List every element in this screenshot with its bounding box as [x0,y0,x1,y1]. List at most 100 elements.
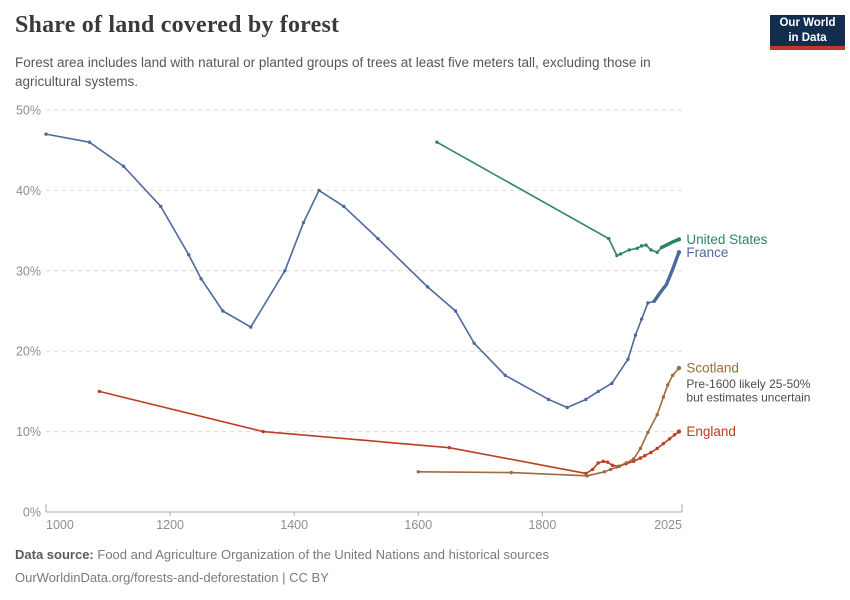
data-point-england [661,441,666,446]
data-point-france [565,405,569,410]
series-label-scotland[interactable]: Scotland [686,361,739,376]
series-line-recent-united-states[interactable] [659,237,681,250]
data-point-france [301,220,306,225]
x-tick-label-1400: 1400 [280,518,308,532]
series-annotation-scotland-line1: Pre-1600 likely 25-50% [686,377,810,391]
series-label-france[interactable]: France [686,245,728,260]
data-point-france [633,333,638,337]
data-point-scotland [585,474,589,478]
series-label-england[interactable]: England [686,424,736,439]
data-point-france [44,132,48,136]
x-tick-label-1600: 1600 [404,518,432,532]
data-point-united-states [644,243,648,247]
data-point-france [453,309,458,313]
data-point-france [425,285,430,289]
data-point-united-states [635,246,640,250]
y-tick-label-50: 50% [16,104,41,118]
data-point-france [342,204,346,209]
x-tick-label-2025: 2025 [654,518,682,532]
chart-subtitle: Forest area includes land with natural o… [15,55,651,89]
data-point-england [97,389,102,394]
x-tick-label-1200: 1200 [156,518,184,532]
data-point-france [626,357,630,361]
y-tick-label-40: 40% [16,184,41,198]
data-point-france [249,325,253,329]
data-point-scotland [608,467,613,472]
data-point-england [447,445,452,450]
data-point-england [261,429,265,434]
data-point-united-states [618,252,623,256]
data-point-france [199,277,203,281]
series-annotation-scotland-line2: but estimates uncertain [686,391,810,405]
data-point-france [283,269,287,273]
owid-logo-line1: Our World [779,17,836,30]
data-point-france [584,397,588,402]
data-point-scotland [670,373,675,378]
data-point-england [610,463,615,468]
data-source-text: Food and Agriculture Organization of the… [97,547,550,562]
data-point-scotland [638,446,643,451]
data-point-france [87,140,92,144]
page-title: Share of land covered by forest [15,12,340,38]
footer-url[interactable]: OurWorldinData.org/forests-and-deforesta… [15,569,329,585]
data-point-england [631,459,636,464]
data-point-england [643,454,647,458]
data-point-united-states [435,140,439,144]
forest-share-line-chart: 0% 10% 20% 30% 40% 50% 1000 1200 1400 1600 1800 202… [16,104,811,533]
data-point-united-states [615,253,619,258]
x-tick-label-1000: 1000 [46,518,74,532]
series-endpoint-united-states [676,237,682,242]
owid-logo[interactable]: Our World in Data [770,15,845,50]
data-point-france [121,164,126,168]
series-line-england[interactable] [99,390,680,475]
data-point-france [503,373,507,378]
series-endpoint-france [676,250,682,255]
series-label-united-states[interactable]: United States [686,232,767,247]
data-point-france [317,188,321,193]
data-point-france [610,381,614,386]
data-point-france [376,236,380,241]
data-point-england [605,460,610,464]
data-point-scotland [509,470,514,475]
data-point-france [546,397,551,402]
data-source-label: Data source: [15,547,94,562]
data-point-england [672,433,677,437]
data-point-france [646,301,650,305]
data-point-united-states [639,244,644,248]
data-point-england [596,461,600,465]
data-point-scotland [624,461,628,465]
series-line-united-states[interactable] [436,141,663,257]
data-point-france [221,309,225,313]
data-point-scotland [416,470,420,474]
data-point-united-states [649,248,653,252]
data-point-france [472,341,476,345]
data-point-scotland [661,395,666,399]
data-point-england [667,437,672,441]
data-point-france [159,204,163,209]
series-endpoint-england [676,429,682,434]
data-point-scotland [666,383,670,387]
data-point-scotland [655,413,659,417]
y-tick-label-20: 20% [16,345,41,359]
data-point-france [187,253,191,257]
series-line-recent-france[interactable] [652,250,681,304]
data-source-line: Data source: Food and Agriculture Organi… [15,544,549,567]
data-point-england [655,446,659,451]
data-point-england [590,467,595,472]
y-tick-label-0: 0% [23,506,41,520]
series-endpoint-scotland [676,365,682,371]
data-point-scotland [615,465,619,469]
data-point-england [601,459,605,464]
y-tick-label-30: 30% [16,264,41,278]
data-point-france [639,317,644,321]
chart-footer: Data source: Food and Agriculture Organi… [15,544,549,590]
data-point-united-states [655,250,659,255]
x-tick-label-1800: 1800 [528,518,556,532]
data-point-england [649,450,653,455]
data-point-scotland [602,470,607,474]
data-point-scotland [631,457,636,461]
y-tick-label-10: 10% [16,425,41,439]
owid-logo-line2: in Data [788,31,827,44]
data-point-france [596,389,600,394]
